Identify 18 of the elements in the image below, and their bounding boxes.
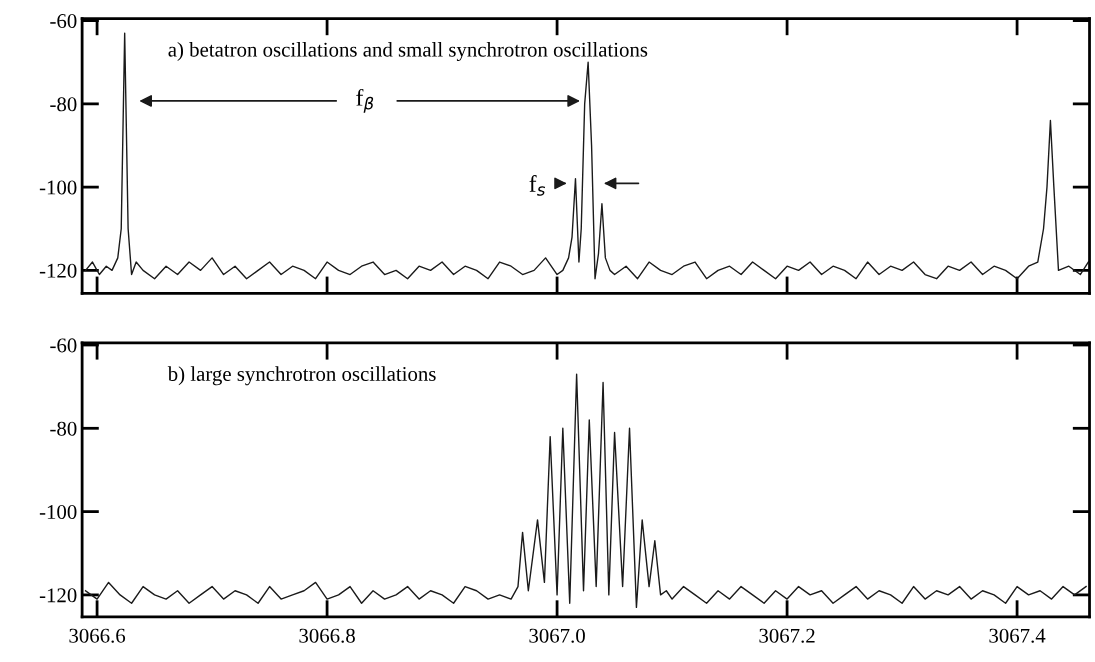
y-tick-label: -120 — [39, 263, 77, 278]
y-tick-label: -80 — [50, 97, 77, 112]
x-tick-label: 3066.8 — [299, 628, 355, 643]
x-tick-label: 3067.4 — [989, 628, 1046, 643]
annotation: a) betatron oscillations and small synchrotron oscillations — [168, 42, 648, 61]
y-tick-label: -80 — [50, 421, 77, 436]
y-tick-label: -60 — [50, 338, 77, 353]
annotation: f$_{β}$ — [356, 88, 374, 113]
y-tick-label: -60 — [50, 13, 77, 29]
y-tick-label: -120 — [39, 588, 77, 603]
x-tick-label: 3067.2 — [759, 628, 815, 643]
y-tick-label: -100 — [39, 180, 77, 195]
x-tick-label: 3066.6 — [69, 628, 126, 643]
y-tick-label: -100 — [39, 504, 77, 520]
line-series — [84, 32, 1090, 280]
x-tick-label: 3067.0 — [529, 628, 585, 643]
annotation: b) large synchrotron oscillations — [167, 366, 436, 386]
annotation: f$_{s}$ — [529, 175, 546, 196]
